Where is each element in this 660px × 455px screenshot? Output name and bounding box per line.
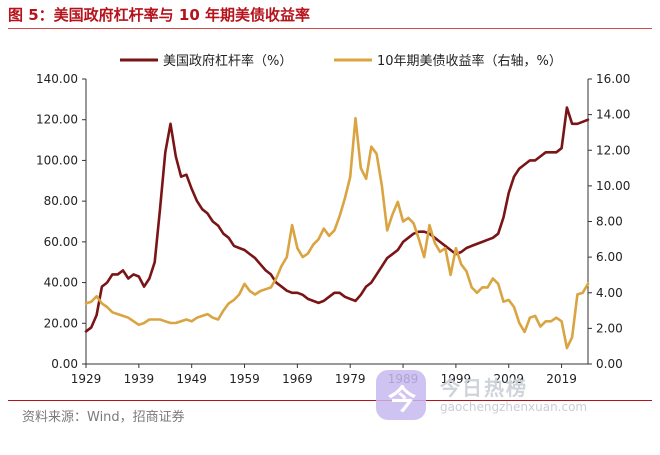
x-tick-label: 1979 (335, 372, 366, 384)
series-lines (84, 106, 590, 350)
axes: 0.00 20.00 40.00 60.00 80.00 100.00 120.00 140.… (36, 72, 630, 384)
left-tick-label: 140.00 (36, 72, 78, 86)
left-tick-label: 60.00 (44, 235, 78, 249)
left-tick-label: 0.00 (51, 357, 78, 371)
watermark-url: gaochengzhenxuan.com (440, 400, 588, 414)
x-tick-label: 1949 (176, 372, 207, 384)
series-line-yield (84, 116, 590, 350)
watermark-glyph: 今 (388, 383, 417, 416)
right-tick-label: 0.00 (596, 357, 623, 371)
right-tick-label: 14.00 (596, 108, 630, 122)
x-tick-label: 1999 (441, 372, 472, 384)
dual-axis-line-chart: 美国政府杠杆率（%） 10年期美债收益率（右轴，%） 0.00 20.00 40.0… (36, 53, 630, 384)
legend-label-leverage: 美国政府杠杆率（%） (163, 53, 292, 69)
left-tick-label: 80.00 (44, 194, 78, 208)
right-tick-label: 16.00 (596, 72, 630, 86)
right-tick-label: 12.00 (596, 143, 630, 157)
left-tick-label: 20.00 (44, 316, 78, 330)
right-tick-label: 10.00 (596, 179, 630, 193)
left-tick-label: 100.00 (36, 153, 78, 167)
left-tick-label: 120.00 (36, 113, 78, 127)
x-tick-label: 1959 (229, 372, 260, 384)
right-tick-label: 4.00 (596, 286, 623, 300)
left-tick-label: 40.00 (44, 276, 78, 290)
x-tick-label: 1929 (71, 372, 102, 384)
x-tick-label: 1939 (124, 372, 155, 384)
right-tick-label: 6.00 (596, 250, 623, 264)
legend: 美国政府杠杆率（%） 10年期美债收益率（右轴，%） (120, 53, 562, 69)
source-note: 资料来源：Wind，招商证券 (22, 410, 185, 425)
x-tick-label: 2009 (493, 372, 524, 384)
footer-divider (8, 400, 652, 401)
legend-label-yield: 10年期美债收益率（右轴，%） (377, 53, 562, 69)
series-line-leverage (84, 106, 590, 333)
chart-title: 图 5：美国政府杠杆率与 10 年期美债收益率 (8, 6, 310, 24)
x-tick-label: 1969 (282, 372, 313, 384)
title-divider (8, 28, 652, 29)
right-tick-label: 8.00 (596, 215, 623, 229)
watermark-name: 今日热榜 (440, 376, 528, 400)
right-tick-label: 2.00 (596, 321, 623, 335)
x-tick-label: 2019 (546, 372, 577, 384)
watermark-logo-icon (376, 370, 426, 420)
